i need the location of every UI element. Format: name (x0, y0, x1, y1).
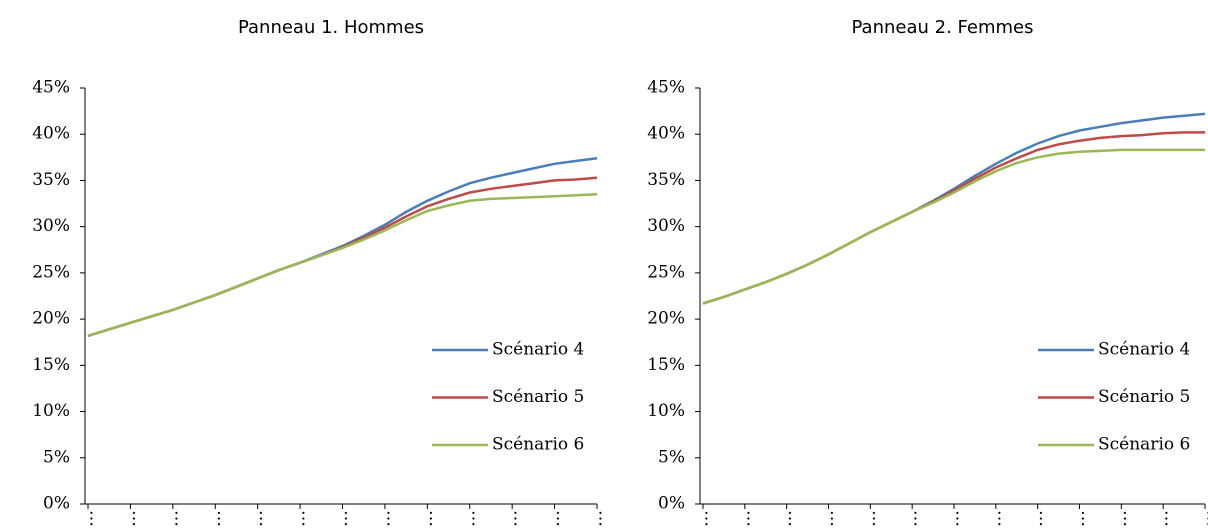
y-tick-label: 30% (647, 216, 685, 236)
x-tick-label: 2… (1195, 510, 1208, 528)
legend-label: Scénario 6 (1098, 435, 1190, 455)
chart-title: Panneau 2. Femmes (852, 17, 1034, 38)
x-tick-label: 2… (1153, 510, 1173, 528)
x-tick-label: 2… (985, 510, 1005, 528)
y-tick-label: 35% (32, 170, 70, 190)
x-tick-label: 2… (776, 510, 796, 528)
y-tick-label: 20% (32, 309, 70, 329)
legend-label: Scénario 4 (492, 340, 584, 360)
x-tick-label: 2… (417, 510, 437, 528)
y-tick-label: 5% (658, 447, 685, 467)
y-tick-label: 15% (32, 355, 70, 375)
y-tick-label: 25% (647, 262, 685, 282)
x-tick-label: 2… (247, 510, 267, 528)
y-tick-label: 10% (647, 401, 685, 421)
y-tick-label: 45% (647, 78, 685, 98)
x-tick-label: 2… (544, 510, 564, 528)
y-tick-label: 20% (647, 309, 685, 329)
x-tick-label: 2… (1069, 510, 1089, 528)
y-tick-label: 40% (32, 124, 70, 144)
series-line (702, 148, 1205, 305)
x-tick-label: 2… (818, 510, 838, 528)
x-tick-label: 2… (78, 510, 98, 528)
y-tick-label: 25% (32, 262, 70, 282)
x-tick-label: 2… (332, 510, 352, 528)
y-tick-label: 10% (32, 401, 70, 421)
y-tick-label: 0% (658, 494, 685, 514)
x-tick-label: 2… (162, 510, 182, 528)
x-tick-label: 2… (290, 510, 310, 528)
legend-label: Scénario 5 (1098, 387, 1190, 407)
y-tick-label: 0% (43, 494, 70, 514)
x-tick-label: 2… (459, 510, 479, 528)
x-tick-label: 2… (734, 510, 754, 528)
y-tick-label: 5% (43, 447, 70, 467)
x-tick-label: 2… (205, 510, 225, 528)
legend-label: Scénario 6 (492, 435, 584, 455)
legend-label: Scénario 4 (1098, 340, 1190, 360)
y-tick-label: 45% (32, 78, 70, 98)
x-tick-label: 2… (693, 510, 713, 528)
x-tick-label: 2… (944, 510, 964, 528)
x-tick-label: 2… (502, 510, 522, 528)
x-tick-label: 2… (120, 510, 140, 528)
chart-title: Panneau 1. Hommes (238, 17, 424, 38)
y-tick-label: 15% (647, 355, 685, 375)
series-line (87, 193, 598, 337)
y-tick-label: 35% (647, 170, 685, 190)
x-tick-label: 2… (1111, 510, 1131, 528)
y-tick-label: 30% (32, 216, 70, 236)
x-tick-label: 2… (860, 510, 880, 528)
x-tick-label: 2… (902, 510, 922, 528)
x-tick-label: 2… (587, 510, 607, 528)
legend-label: Scénario 5 (492, 387, 584, 407)
x-tick-label: 2… (1027, 510, 1047, 528)
y-tick-label: 40% (647, 124, 685, 144)
x-tick-label: 2… (374, 510, 394, 528)
series-line (702, 112, 1206, 305)
